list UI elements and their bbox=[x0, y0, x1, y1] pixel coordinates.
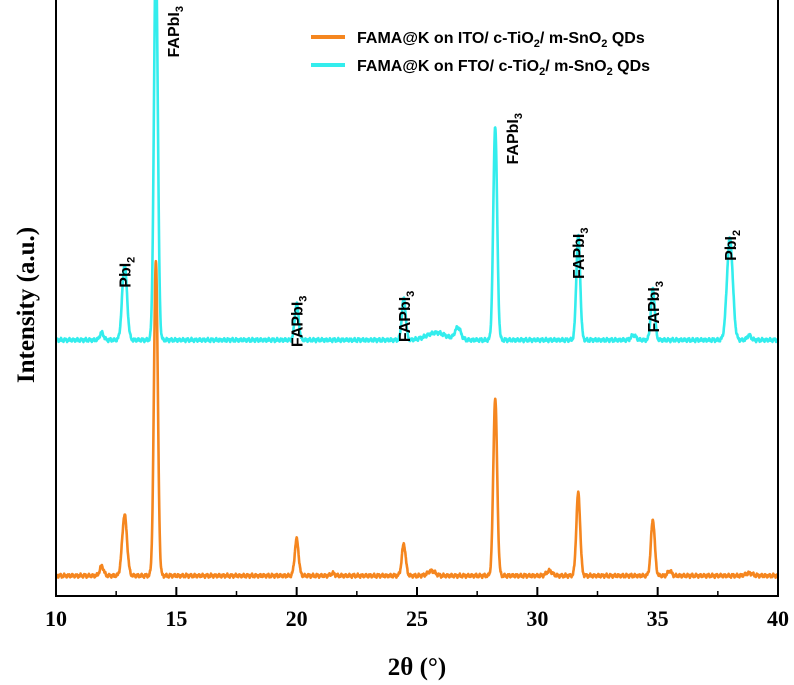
axes-layer: 10 15 20 25 30 35 40 bbox=[45, 0, 789, 631]
x-tick-label: 25 bbox=[406, 606, 428, 631]
series-layer bbox=[56, 0, 778, 580]
peak-label: FAPbI3 bbox=[397, 291, 417, 342]
y-axis-title: Intensity (a.u.) bbox=[13, 227, 40, 383]
plot-frame bbox=[55, 0, 779, 597]
series-line-1 bbox=[56, 259, 778, 580]
x-tick-label: 35 bbox=[647, 606, 669, 631]
peak-labels-layer: PbI2 FAPbI3 FAPbI3 FAPbI3 FAPbI3 FAPbI3 FAPbI3… bbox=[118, 6, 743, 347]
legend-entry: FAMA@K on FTO/ c-TiO2/ m-SnO2 QDs bbox=[357, 58, 650, 78]
legend: FAMA@K on ITO/ c-TiO2/ m-SnO2 QDs FAMA@K … bbox=[311, 30, 650, 78]
x-tick-label: 15 bbox=[165, 606, 187, 631]
x-tick-label: 20 bbox=[286, 606, 308, 631]
peak-label: FAPbI3 bbox=[290, 296, 310, 347]
series-line-2 bbox=[56, 0, 778, 344]
peak-label: FAPbI3 bbox=[166, 6, 186, 57]
x-tick-label: 30 bbox=[526, 606, 548, 631]
peak-label: PbI2 bbox=[723, 230, 743, 261]
x-tick-label: 10 bbox=[45, 606, 67, 631]
x-tick-label: 40 bbox=[767, 606, 789, 631]
legend-entry: FAMA@K on ITO/ c-TiO2/ m-SnO2 QDs bbox=[357, 30, 645, 50]
x-axis-title: 2θ (°) bbox=[388, 654, 446, 681]
peak-label: FAPbI3 bbox=[505, 113, 525, 164]
peak-label: FAPbI3 bbox=[571, 228, 591, 279]
peak-label: PbI2 bbox=[118, 257, 138, 288]
peak-label: FAPbI3 bbox=[646, 281, 666, 332]
